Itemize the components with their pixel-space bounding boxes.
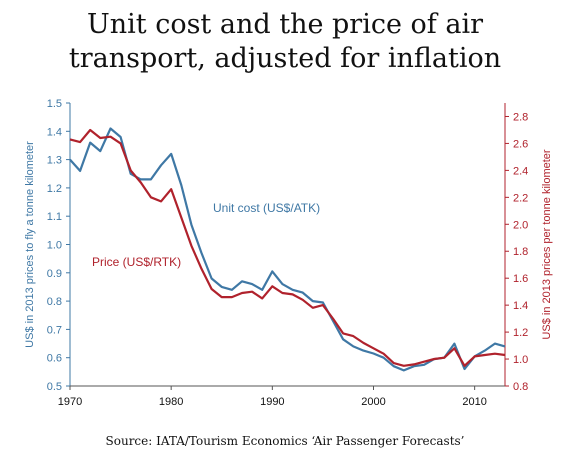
x-tick-label: 1990 [260, 396, 284, 408]
x-tick-label: 1980 [159, 396, 183, 408]
y-left-tick-label: 0.7 [47, 324, 62, 336]
y-right-tick-label: 1.4 [513, 300, 528, 312]
chart-series [69, 127, 506, 372]
y-right-tick-label: 1.6 [513, 273, 528, 285]
y-right-tick-label: 2.2 [513, 192, 528, 204]
y-right-tick-label: 2.6 [513, 138, 528, 150]
x-tick-label: 2000 [361, 396, 385, 408]
y-right-tick-label: 2.0 [513, 219, 528, 231]
y-left-tick-label: 0.6 [47, 353, 62, 365]
price-series-label: Price (US$/RTK) [92, 255, 181, 269]
y-right-tick-label: 1.2 [513, 327, 528, 339]
y-left-tick-label: 1.3 [47, 155, 62, 167]
chart-title: Unit cost and the price of air transport… [0, 8, 570, 76]
y-axis-left-title: US$ in 2013 prices to fly a tonne kilome… [24, 141, 36, 348]
y-left-tick-label: 0.9 [47, 268, 62, 280]
y-left-tick-label: 0.8 [47, 296, 62, 308]
x-tick-label: 1970 [58, 396, 82, 408]
y-left-tick-label: 1.4 [47, 126, 62, 138]
y-axis-right-title: US$ in 2013 prices per tonne kilometer [541, 149, 553, 339]
y-right-tick-label: 2.4 [513, 165, 528, 177]
y-left-tick-label: 1.2 [47, 183, 62, 195]
y-right-tick-label: 2.8 [513, 111, 528, 123]
chart-axes: 0.5 0.6 0.7 0.8 0.9 1.0 1.1 1.2 1.3 1.4 1.5 0.8 1.0 1… [24, 98, 553, 408]
y-left-tick-label: 1.0 [47, 240, 62, 252]
x-tick-label: 2010 [462, 396, 486, 408]
line-chart: 0.5 0.6 0.7 0.8 0.9 1.0 1.1 1.2 1.3 1.4 1.5 0.8 1.0 1… [24, 98, 553, 408]
source-note: Source: IATA/Tourism Economics ‘Air Pass… [105, 434, 465, 448]
chart-title-line1: Unit cost and the price of air [86, 9, 483, 40]
chart-series-labels: Unit cost (US$/ATK) Price (US$/RTK) [92, 201, 320, 269]
y-left-tick-label: 0.5 [47, 381, 62, 393]
y-right-tick-label: 0.8 [513, 381, 528, 393]
price-series-line [69, 128, 506, 367]
y-right-tick-label: 1.0 [513, 354, 528, 366]
y-left-tick-label: 1.1 [47, 211, 62, 223]
y-right-tick-label: 1.8 [513, 246, 528, 258]
unit-cost-series-line [69, 127, 506, 372]
unit-cost-series-label: Unit cost (US$/ATK) [213, 201, 320, 215]
chart-title-line2: transport, adjusted for inflation [68, 43, 502, 74]
y-left-tick-label: 1.5 [47, 98, 62, 110]
